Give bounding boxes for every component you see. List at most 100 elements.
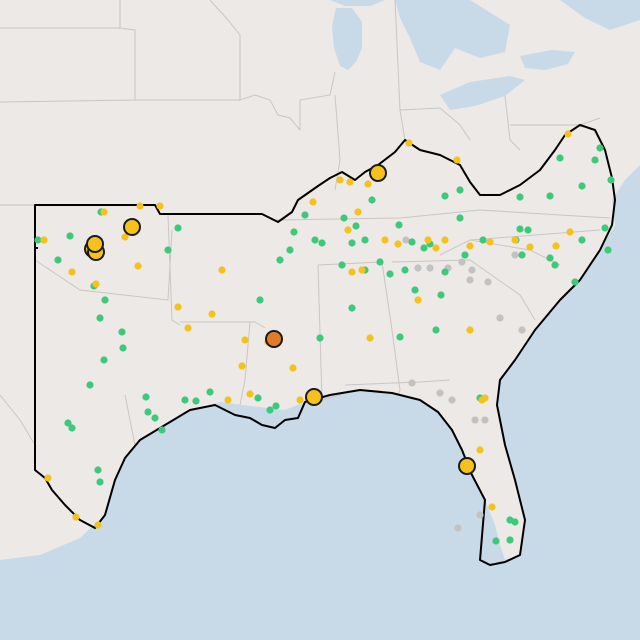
map-marker-green[interactable] — [68, 424, 76, 432]
map-marker-green[interactable] — [516, 225, 524, 233]
map-marker-green[interactable] — [437, 291, 445, 299]
map-marker-green[interactable] — [96, 478, 104, 486]
map-marker-yellow[interactable] — [224, 396, 232, 404]
map-marker-gray[interactable] — [448, 396, 456, 404]
map-marker-yellow[interactable] — [466, 242, 474, 250]
map-marker-yellow[interactable] — [121, 233, 129, 241]
map-marker-gray[interactable] — [481, 416, 489, 424]
map-marker-yellow[interactable] — [100, 208, 108, 216]
map-marker-large-yellow[interactable] — [86, 235, 104, 253]
map-marker-green[interactable] — [100, 356, 108, 364]
map-marker-yellow[interactable] — [564, 130, 572, 138]
map-marker-green[interactable] — [311, 236, 319, 244]
map-marker-green[interactable] — [352, 222, 360, 230]
map-marker-gray[interactable] — [454, 524, 462, 532]
map-marker-gray[interactable] — [408, 379, 416, 387]
map-marker-yellow[interactable] — [238, 362, 246, 370]
map-marker-green[interactable] — [290, 228, 298, 236]
map-marker-green[interactable] — [401, 266, 409, 274]
map-marker-yellow[interactable] — [526, 243, 534, 251]
map-marker-yellow[interactable] — [208, 310, 216, 318]
map-marker-green[interactable] — [348, 239, 356, 247]
map-marker-green[interactable] — [348, 304, 356, 312]
map-marker-gray[interactable] — [436, 389, 444, 397]
map-marker-yellow[interactable] — [134, 262, 142, 270]
map-marker-green[interactable] — [101, 296, 109, 304]
map-marker-green[interactable] — [164, 246, 172, 254]
map-marker-yellow[interactable] — [246, 390, 254, 398]
map-marker-green[interactable] — [96, 314, 104, 322]
map-marker-gray[interactable] — [402, 236, 410, 244]
map-marker-yellow[interactable] — [405, 139, 413, 147]
map-marker-gray[interactable] — [458, 258, 466, 266]
map-marker-green[interactable] — [607, 176, 615, 184]
map-marker-yellow[interactable] — [432, 244, 440, 252]
map-marker-large-yellow[interactable] — [123, 218, 141, 236]
map-marker-large-orange[interactable] — [265, 330, 283, 348]
map-marker-green[interactable] — [571, 278, 579, 286]
map-marker-green[interactable] — [151, 414, 159, 422]
map-marker-yellow[interactable] — [552, 242, 560, 250]
map-marker-green[interactable] — [376, 258, 384, 266]
map-marker-green[interactable] — [118, 328, 126, 336]
map-marker-yellow[interactable] — [453, 156, 461, 164]
map-marker-gray[interactable] — [511, 251, 519, 259]
map-marker-green[interactable] — [432, 326, 440, 334]
map-marker-yellow[interactable] — [466, 326, 474, 334]
map-marker-green[interactable] — [206, 388, 214, 396]
map-marker-green[interactable] — [578, 236, 586, 244]
map-marker-green[interactable] — [461, 251, 469, 259]
map-marker-gray[interactable] — [476, 511, 484, 519]
map-marker-green[interactable] — [604, 246, 612, 254]
map-marker-green[interactable] — [301, 211, 309, 219]
map-marker-yellow[interactable] — [218, 266, 226, 274]
map-marker-large-yellow[interactable] — [458, 457, 476, 475]
map-marker-green[interactable] — [94, 466, 102, 474]
map-marker-green[interactable] — [441, 268, 449, 276]
map-marker-yellow[interactable] — [92, 280, 100, 288]
map-marker-yellow[interactable] — [366, 334, 374, 342]
map-marker-green[interactable] — [34, 236, 42, 244]
map-marker-green[interactable] — [86, 381, 94, 389]
map-marker-green[interactable] — [479, 236, 487, 244]
map-marker-yellow[interactable] — [358, 266, 366, 274]
map-marker-green[interactable] — [386, 270, 394, 278]
map-marker-green[interactable] — [256, 296, 264, 304]
map-marker-green[interactable] — [158, 426, 166, 434]
map-marker-green[interactable] — [54, 256, 62, 264]
map-marker-green[interactable] — [318, 239, 326, 247]
map-marker-green[interactable] — [276, 256, 284, 264]
map-marker-green[interactable] — [64, 419, 72, 427]
map-marker-yellow[interactable] — [336, 176, 344, 184]
map-marker-yellow[interactable] — [241, 336, 249, 344]
map-marker-gray[interactable] — [518, 326, 526, 334]
map-marker-yellow[interactable] — [40, 236, 48, 244]
map-marker-gray[interactable] — [414, 264, 422, 272]
map-marker-green[interactable] — [556, 154, 564, 162]
map-marker-gray[interactable] — [426, 264, 434, 272]
map-marker-green[interactable] — [286, 246, 294, 254]
map-marker-yellow[interactable] — [344, 226, 352, 234]
map-marker-green[interactable] — [596, 144, 604, 152]
map-marker-green[interactable] — [340, 214, 348, 222]
map-marker-green[interactable] — [368, 196, 376, 204]
map-marker-yellow[interactable] — [289, 364, 297, 372]
map-marker-gray[interactable] — [466, 276, 474, 284]
map-marker-large-yellow[interactable] — [305, 388, 323, 406]
map-marker-green[interactable] — [395, 221, 403, 229]
map-marker-gray[interactable] — [496, 314, 504, 322]
map-marker-green[interactable] — [119, 344, 127, 352]
map-marker-yellow[interactable] — [136, 202, 144, 210]
map-marker-green[interactable] — [516, 193, 524, 201]
map-marker-green[interactable] — [546, 254, 554, 262]
map-marker-yellow[interactable] — [156, 202, 164, 210]
map-marker-green[interactable] — [408, 238, 416, 246]
map-marker-green[interactable] — [524, 226, 532, 234]
map-marker-green[interactable] — [578, 182, 586, 190]
map-marker-green[interactable] — [511, 518, 519, 526]
map-marker-green[interactable] — [551, 261, 559, 269]
map-marker-green[interactable] — [601, 224, 609, 232]
map-marker-green[interactable] — [66, 232, 74, 240]
